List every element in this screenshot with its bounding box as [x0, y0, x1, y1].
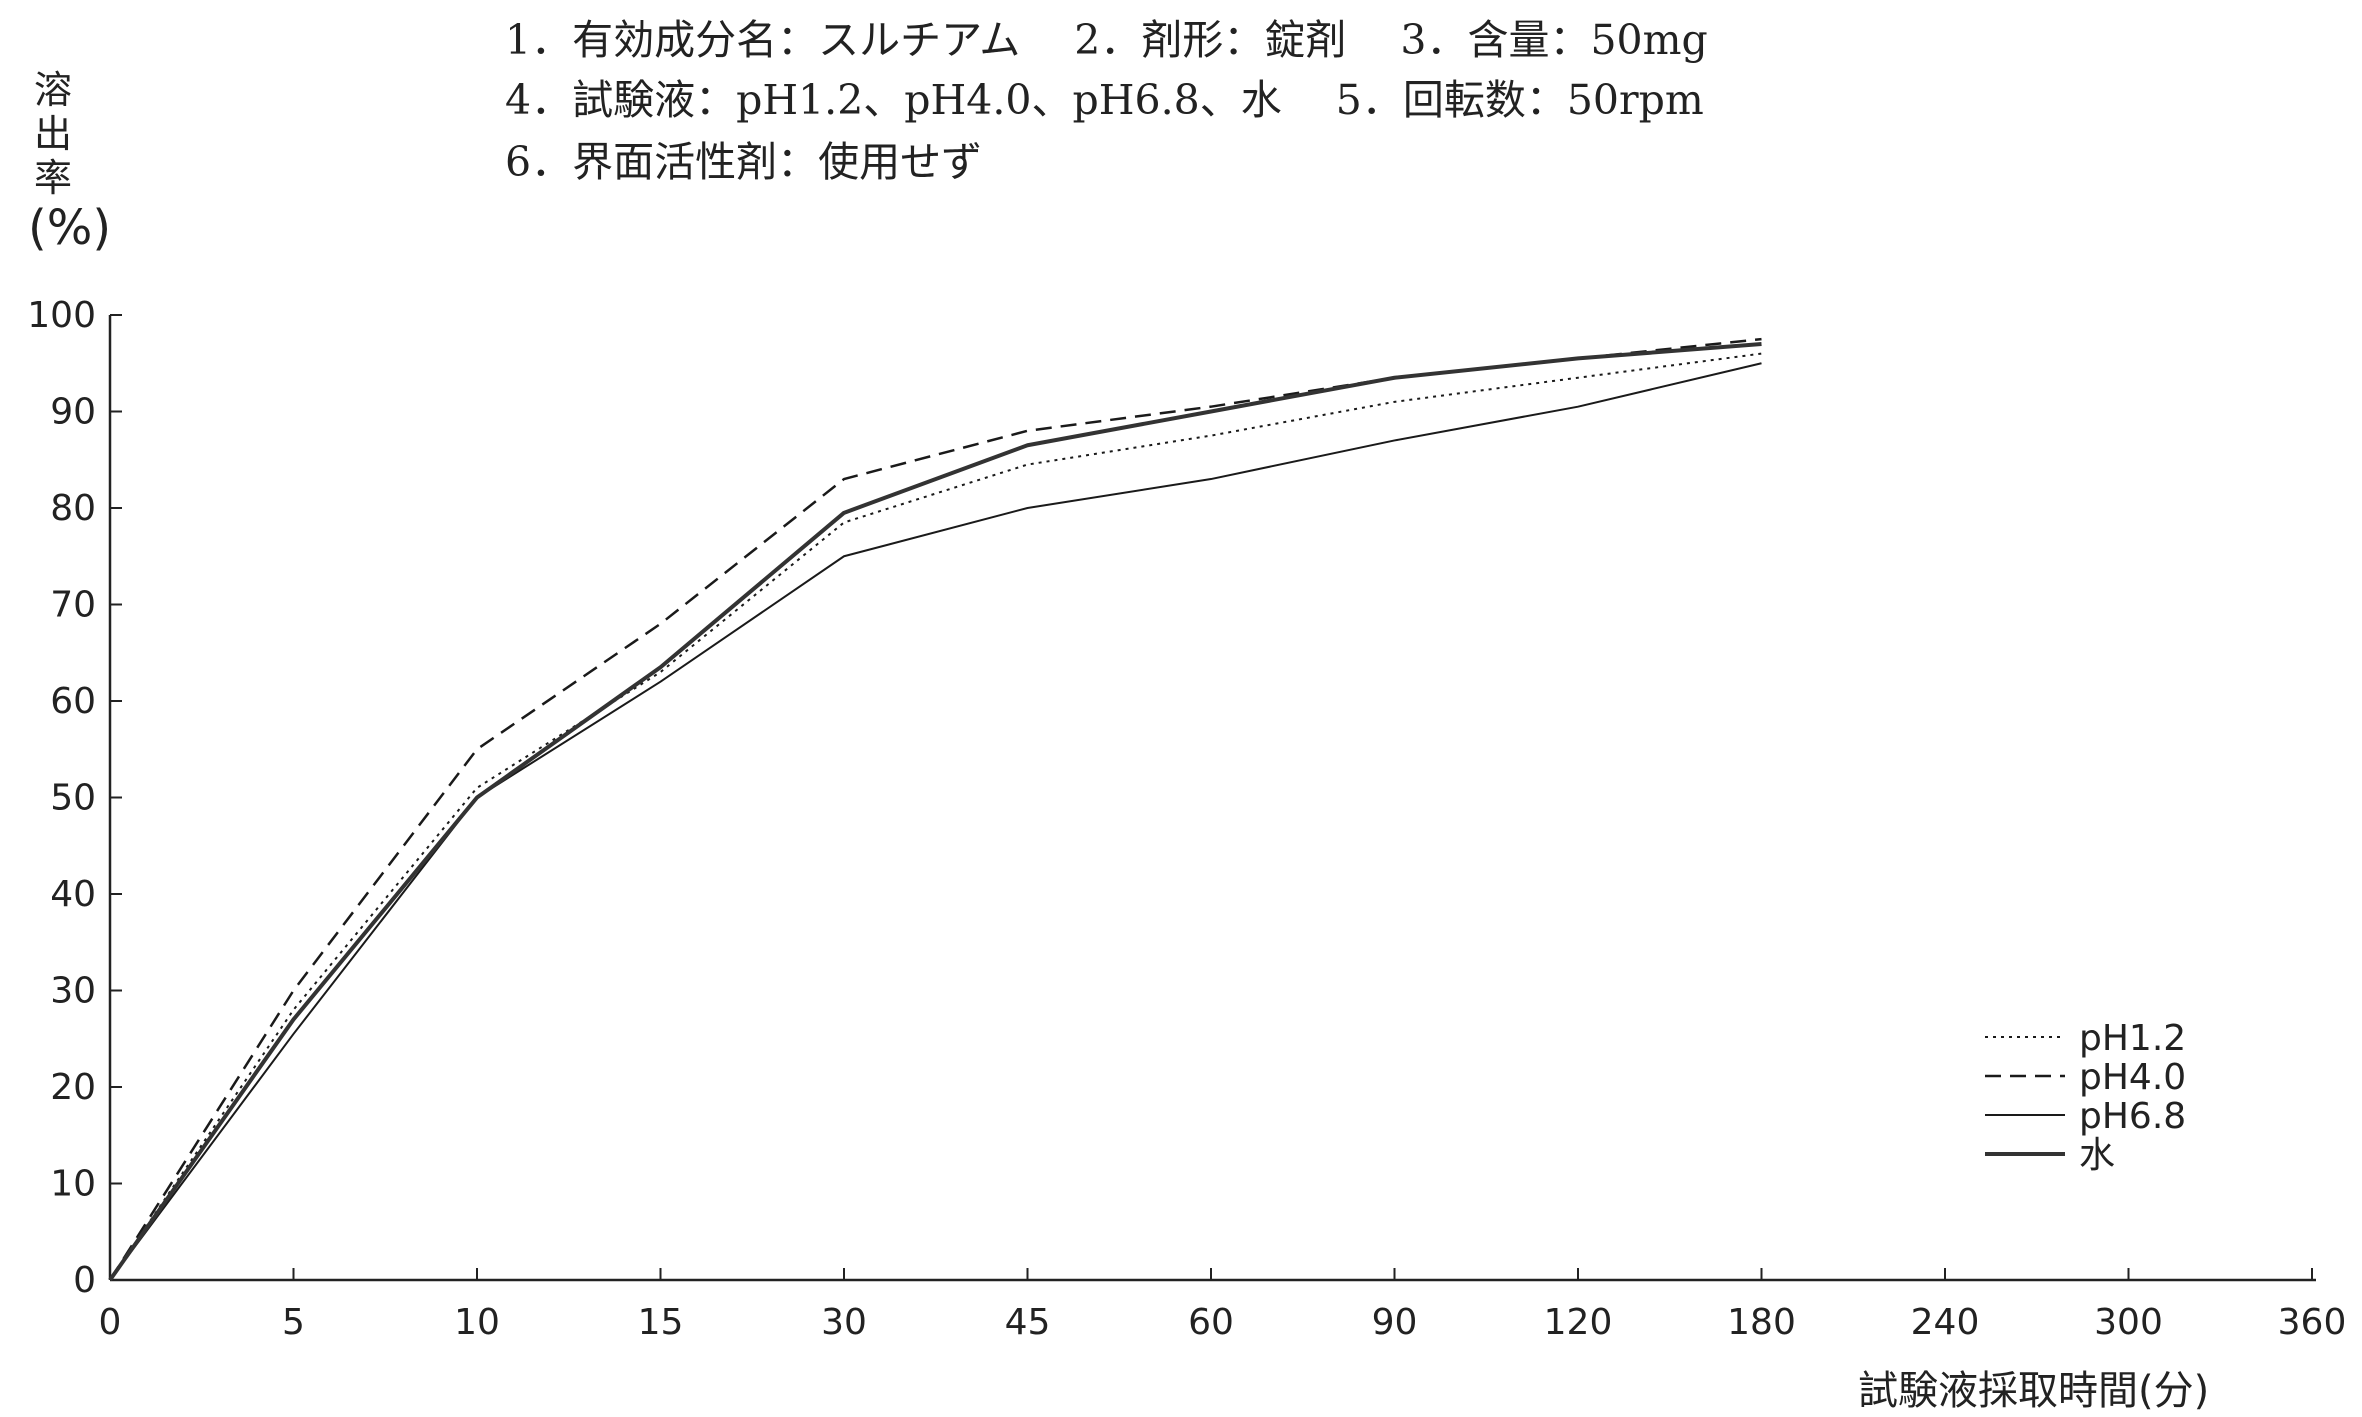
series-line-pH1.2	[109, 352, 1762, 1281]
legend-label: pH1.2	[2079, 1018, 2186, 1059]
x-tick-label: 240	[1911, 1302, 1980, 1343]
y-tick-label: 10	[50, 1164, 96, 1205]
x-tick-label: 120	[1544, 1302, 1613, 1343]
x-tick-label: 60	[1188, 1302, 1234, 1343]
y-tick-label: 90	[50, 392, 96, 433]
x-tick-label: 15	[638, 1302, 684, 1343]
x-tick-label: 180	[1727, 1302, 1796, 1343]
y-tick-label: 80	[50, 488, 96, 529]
y-tick-label: 50	[50, 778, 96, 819]
y-tick-label: 100	[27, 295, 96, 336]
x-tick-label: 0	[99, 1302, 122, 1343]
header-line-3: 6．界面活性剤：使用せず	[505, 138, 983, 186]
y-axis-label-char: 率	[33, 156, 72, 200]
header-line-1: 1．有効成分名：スルチアム 2．剤形：錠剤 3．含量：50mg	[505, 16, 1708, 64]
header-line-2: 4．試験液：pH1.2、pH4.0、pH6.8、水 5．回転数：50rpm	[505, 76, 1704, 124]
series-line-水	[108, 341, 1762, 1282]
series-layer	[108, 337, 1762, 1282]
legend-label: pH6.8	[2079, 1096, 2186, 1137]
y-tick-label: 0	[73, 1260, 96, 1301]
x-tick-label: 90	[1372, 1302, 1418, 1343]
x-axis-label: 試験液採取時間(分)	[1858, 1368, 2210, 1414]
x-tick-label: 360	[2278, 1302, 2347, 1343]
y-tick-label: 60	[50, 681, 96, 722]
y-tick-label: 30	[50, 971, 96, 1012]
y-axis-label-char: 出	[33, 112, 72, 156]
y-tick-label: 40	[50, 874, 96, 915]
x-tick-label: 10	[454, 1302, 500, 1343]
legend-label: 水	[2079, 1135, 2115, 1176]
x-tick-label: 45	[1005, 1302, 1051, 1343]
x-tick-label: 30	[821, 1302, 867, 1343]
y-tick-label: 20	[50, 1067, 96, 1108]
series-line-pH6.8	[109, 362, 1762, 1281]
chart-axes: 0 5 10 15 30 45 60 90 120 180 240 300 360 0 10 20 30 40 50…	[27, 295, 2346, 1343]
x-tick-label: 300	[2094, 1302, 2163, 1343]
legend-label: pH4.0	[2079, 1057, 2186, 1098]
y-axis-label-char: 溶	[33, 68, 72, 112]
y-tick-label: 70	[50, 585, 96, 626]
x-tick-label: 5	[282, 1302, 305, 1343]
